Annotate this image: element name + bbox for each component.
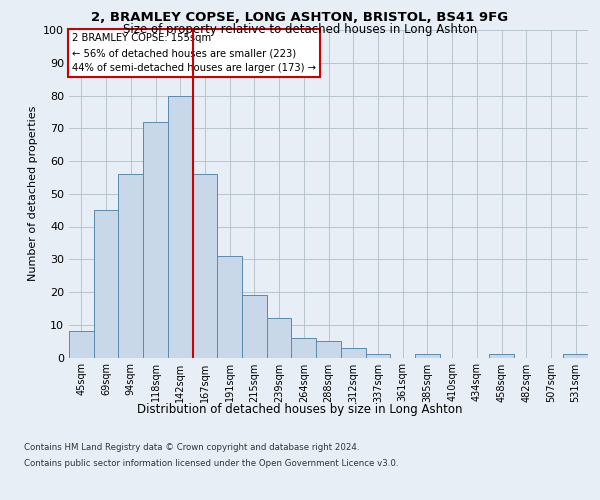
Text: Distribution of detached houses by size in Long Ashton: Distribution of detached houses by size … (137, 402, 463, 415)
Bar (143, 122, 168, 358)
Bar (489, 354, 514, 358)
Text: 2, BRAMLEY COPSE, LONG ASHTON, BRISTOL, BS41 9FG: 2, BRAMLEY COPSE, LONG ASHTON, BRISTOL, … (91, 11, 509, 24)
Text: Contains public sector information licensed under the Open Government Licence v3: Contains public sector information licen… (24, 459, 398, 468)
Bar (267, 318, 292, 358)
Bar (168, 96, 193, 358)
Bar (242, 296, 267, 358)
Bar (341, 348, 365, 358)
Bar (292, 338, 316, 357)
Bar (563, 354, 588, 358)
Bar (365, 354, 390, 358)
Y-axis label: Number of detached properties: Number of detached properties (28, 106, 38, 282)
Text: Contains HM Land Registry data © Crown copyright and database right 2024.: Contains HM Land Registry data © Crown c… (24, 442, 359, 452)
Text: 2 BRAMLEY COPSE: 155sqm
← 56% of detached houses are smaller (223)
44% of semi-d: 2 BRAMLEY COPSE: 155sqm ← 56% of detache… (71, 34, 316, 73)
Bar (69, 332, 94, 357)
Bar (217, 256, 242, 358)
Bar (415, 354, 440, 358)
Bar (94, 210, 118, 358)
Bar (316, 341, 341, 357)
Bar (118, 174, 143, 358)
Text: Size of property relative to detached houses in Long Ashton: Size of property relative to detached ho… (123, 22, 477, 36)
Bar (193, 174, 217, 358)
